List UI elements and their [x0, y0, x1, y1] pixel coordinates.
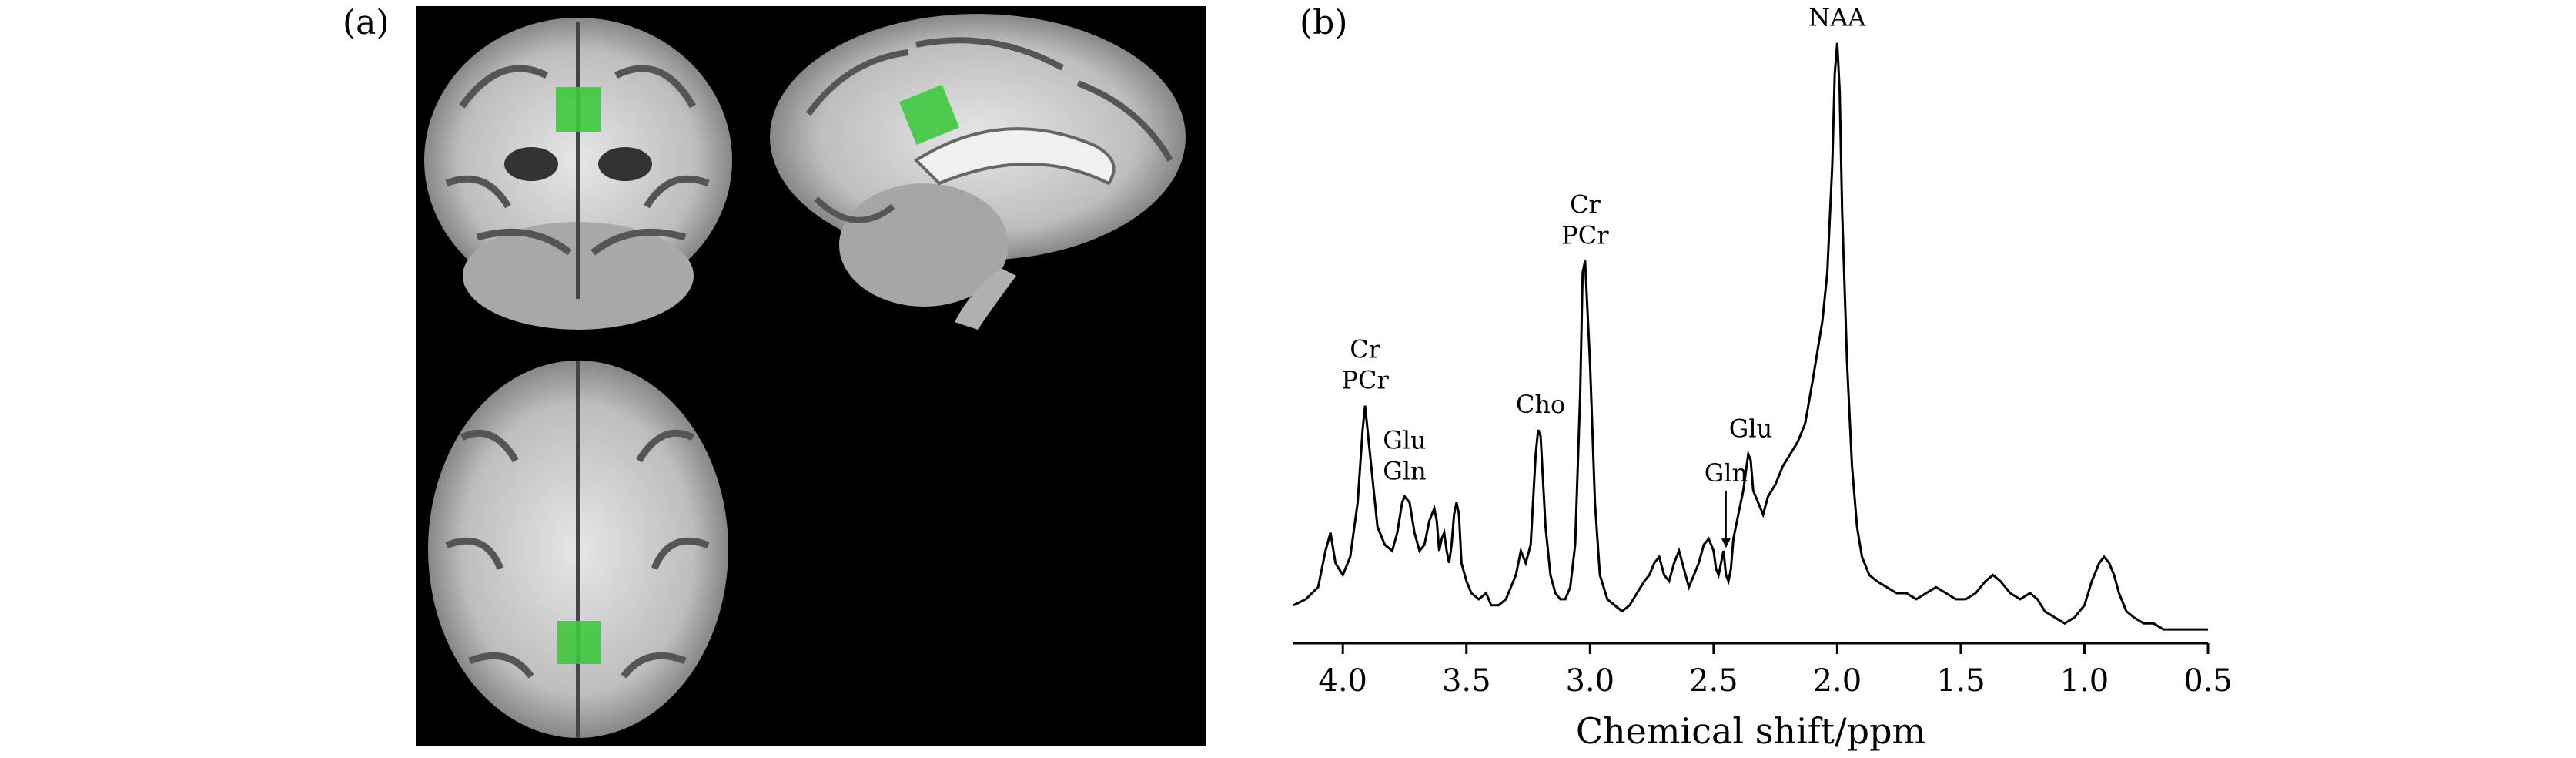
coronal-view: [424, 18, 732, 330]
x-tick-label: 1.0: [2060, 663, 2109, 699]
roi-voxel-axial: [557, 621, 601, 664]
peak-arrow-head: [1721, 538, 1731, 548]
x-tick-label: 3.0: [1565, 663, 1614, 699]
x-tick-label: 2.5: [1689, 663, 1738, 699]
peak-label: Gln: [1705, 458, 1748, 548]
peak-label: Glu: [1729, 414, 1772, 444]
peak-label-text: Cr: [1570, 190, 1601, 219]
x-tick-label: 4.0: [1318, 663, 1367, 699]
peak-label-text: Gln: [1705, 458, 1748, 488]
roi-voxel-sagittal: [898, 84, 960, 146]
brain-mri-panel: [416, 6, 1206, 746]
peak-label-text: PCr: [1341, 366, 1389, 395]
sagittal-view: [770, 14, 1186, 330]
roi-voxel-coronal: [556, 87, 601, 132]
brain-mri-illustration: [424, 14, 1186, 738]
peak-label-text: NAA: [1808, 3, 1866, 32]
x-axis-label: Chemical shift/ppm: [1576, 710, 1925, 752]
x-tick-label: 0.5: [2183, 663, 2233, 699]
panel-label-b: (b): [1300, 3, 1348, 42]
axial-view: [428, 361, 728, 738]
peak-label: Cho: [1516, 390, 1565, 419]
peak-label-text: Gln: [1383, 456, 1426, 485]
spectrum-line: [1293, 42, 2208, 631]
x-axis-ticks: 4.0 3.5 3.0 2.5 2.0 1.5 1.0 0.5: [1318, 643, 2233, 699]
peak-label-text: Glu: [1383, 425, 1426, 454]
peak-label-text: Cr: [1350, 335, 1380, 364]
x-tick-label: 1.5: [1936, 663, 1986, 699]
panel-label-a: (a): [343, 3, 390, 42]
peak-label-text: Cho: [1516, 390, 1565, 419]
peak-label-text: Glu: [1729, 414, 1772, 444]
x-tick-label: 3.5: [1442, 663, 1491, 699]
x-tick-label: 2.0: [1813, 663, 1862, 699]
peak-label-text: PCr: [1561, 220, 1609, 250]
peak-label: NAA: [1808, 3, 1866, 32]
